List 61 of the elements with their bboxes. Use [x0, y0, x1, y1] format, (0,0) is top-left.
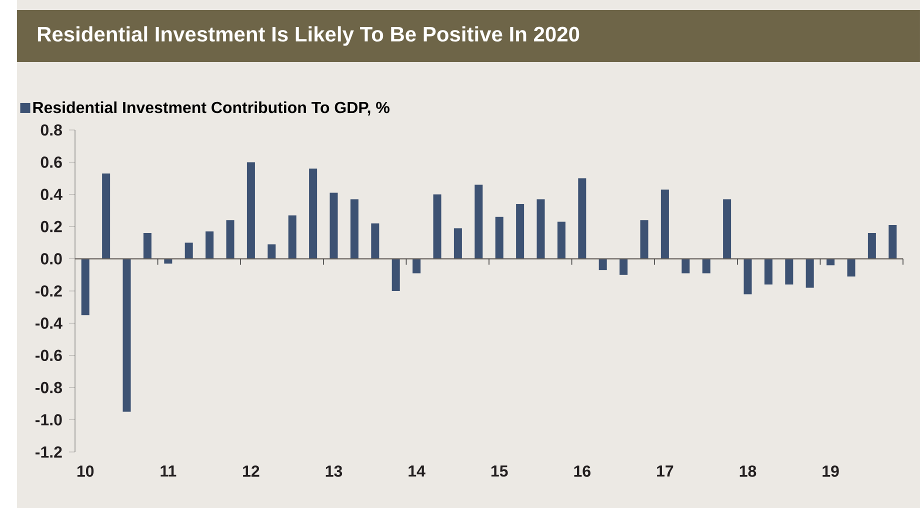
bar [330, 192, 338, 259]
bar [620, 258, 628, 275]
x-tick-label: 14 [408, 466, 426, 477]
bar [392, 258, 400, 291]
y-tick-label: -1.0 [36, 414, 62, 426]
y-tick-label: -1.2 [36, 446, 62, 458]
bar [206, 231, 214, 259]
bar [557, 222, 566, 259]
bar [764, 258, 772, 285]
y-tick-label: -0.2 [36, 285, 62, 297]
bar [536, 199, 545, 259]
y-tick-label: 0.4 [40, 188, 62, 200]
x-tick-label: 16 [574, 466, 590, 477]
chart-title: Residential Investment Is Likely To Be Positive In 2020 [38, 26, 580, 46]
bar [868, 233, 876, 259]
bar [309, 168, 318, 259]
bar [702, 258, 710, 274]
bar [371, 223, 380, 259]
bar [81, 258, 90, 316]
bar [578, 178, 586, 259]
bar [184, 242, 193, 259]
bar [660, 190, 669, 259]
bar [516, 204, 524, 259]
bar [847, 258, 856, 276]
y-tick-label: 0.2 [40, 220, 62, 232]
bar [640, 220, 648, 259]
bar [495, 216, 504, 259]
bar [268, 244, 276, 259]
bar [454, 228, 462, 259]
x-tick-label: 17 [657, 466, 674, 477]
x-tick-label: 13 [326, 466, 342, 477]
bar [888, 224, 897, 259]
bar [723, 199, 732, 259]
bar [143, 233, 152, 259]
bar [350, 199, 358, 259]
y-tick-label: 0.8 [40, 124, 62, 136]
x-tick-label: 12 [243, 466, 260, 477]
y-tick-label: -0.8 [36, 382, 62, 394]
y-tick-label: -0.4 [36, 318, 62, 329]
bar [806, 258, 814, 288]
y-tick-label: 0.6 [40, 156, 62, 168]
bar [246, 162, 255, 259]
x-tick-label: 11 [160, 466, 176, 477]
bar [122, 258, 131, 412]
x-tick-label: 15 [491, 466, 508, 477]
bar [102, 173, 110, 259]
x-tick-label: 19 [822, 466, 839, 477]
y-tick-label: -0.6 [36, 350, 62, 362]
bar [474, 184, 483, 259]
y-tick-label: 0.0 [40, 253, 62, 264]
bar [682, 258, 690, 274]
x-tick-label: 10 [77, 466, 94, 477]
bar [598, 258, 607, 270]
x-tick-label: 18 [740, 466, 756, 477]
bar [433, 194, 442, 259]
bar [288, 215, 296, 259]
bar [785, 258, 794, 285]
bar [226, 220, 234, 259]
bar [744, 258, 752, 294]
bar [412, 258, 421, 274]
legend-label: Residential Investment Contribution To GDP, % [33, 101, 390, 116]
